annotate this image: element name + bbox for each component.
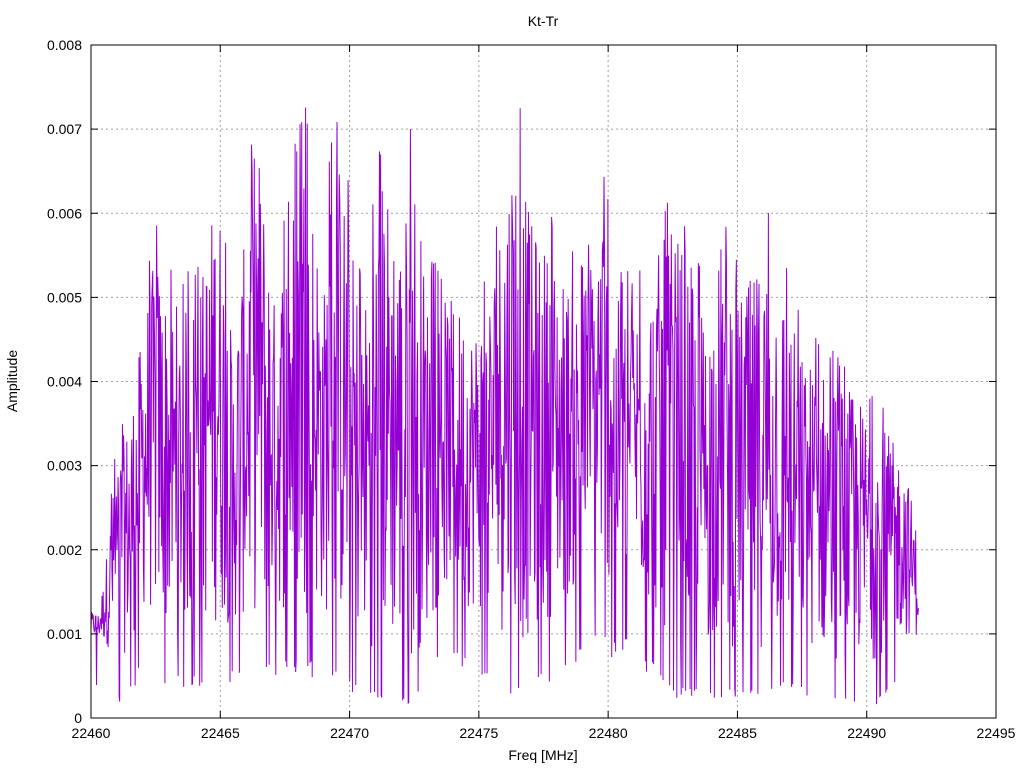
y-tick-label: 0.002 [47, 542, 82, 558]
y-tick-label: 0.004 [47, 374, 82, 390]
series-layer [90, 107, 919, 705]
y-tick-label: 0.005 [47, 289, 82, 305]
y-tick-label: 0.001 [47, 626, 82, 642]
x-tick-label: 22465 [201, 725, 240, 741]
series-line [90, 107, 919, 705]
x-tick-label: 22460 [72, 725, 111, 741]
x-tick-label: 22495 [977, 725, 1016, 741]
x-tick-label: 22470 [330, 725, 369, 741]
x-tick-label: 22475 [459, 725, 498, 741]
x-axis-label: Freq [MHz] [508, 747, 577, 763]
x-tick-label: 22485 [718, 725, 757, 741]
y-axis-label: Amplitude [4, 350, 20, 412]
x-tick-label: 22480 [589, 725, 628, 741]
tick-labels: 22460 22465 22470 22475 22480 22485 22490 22495… [47, 37, 1016, 741]
y-tick-label: 0.007 [47, 121, 82, 137]
y-tick-label: 0 [74, 710, 82, 726]
y-tick-label: 0.003 [47, 458, 82, 474]
y-tick-label: 0.006 [47, 205, 82, 221]
chart-title: Kt-Tr [528, 13, 559, 29]
x-tick-label: 22490 [847, 725, 886, 741]
axis-ticks [90, 44, 997, 719]
y-tick-label: 0.008 [47, 37, 82, 53]
